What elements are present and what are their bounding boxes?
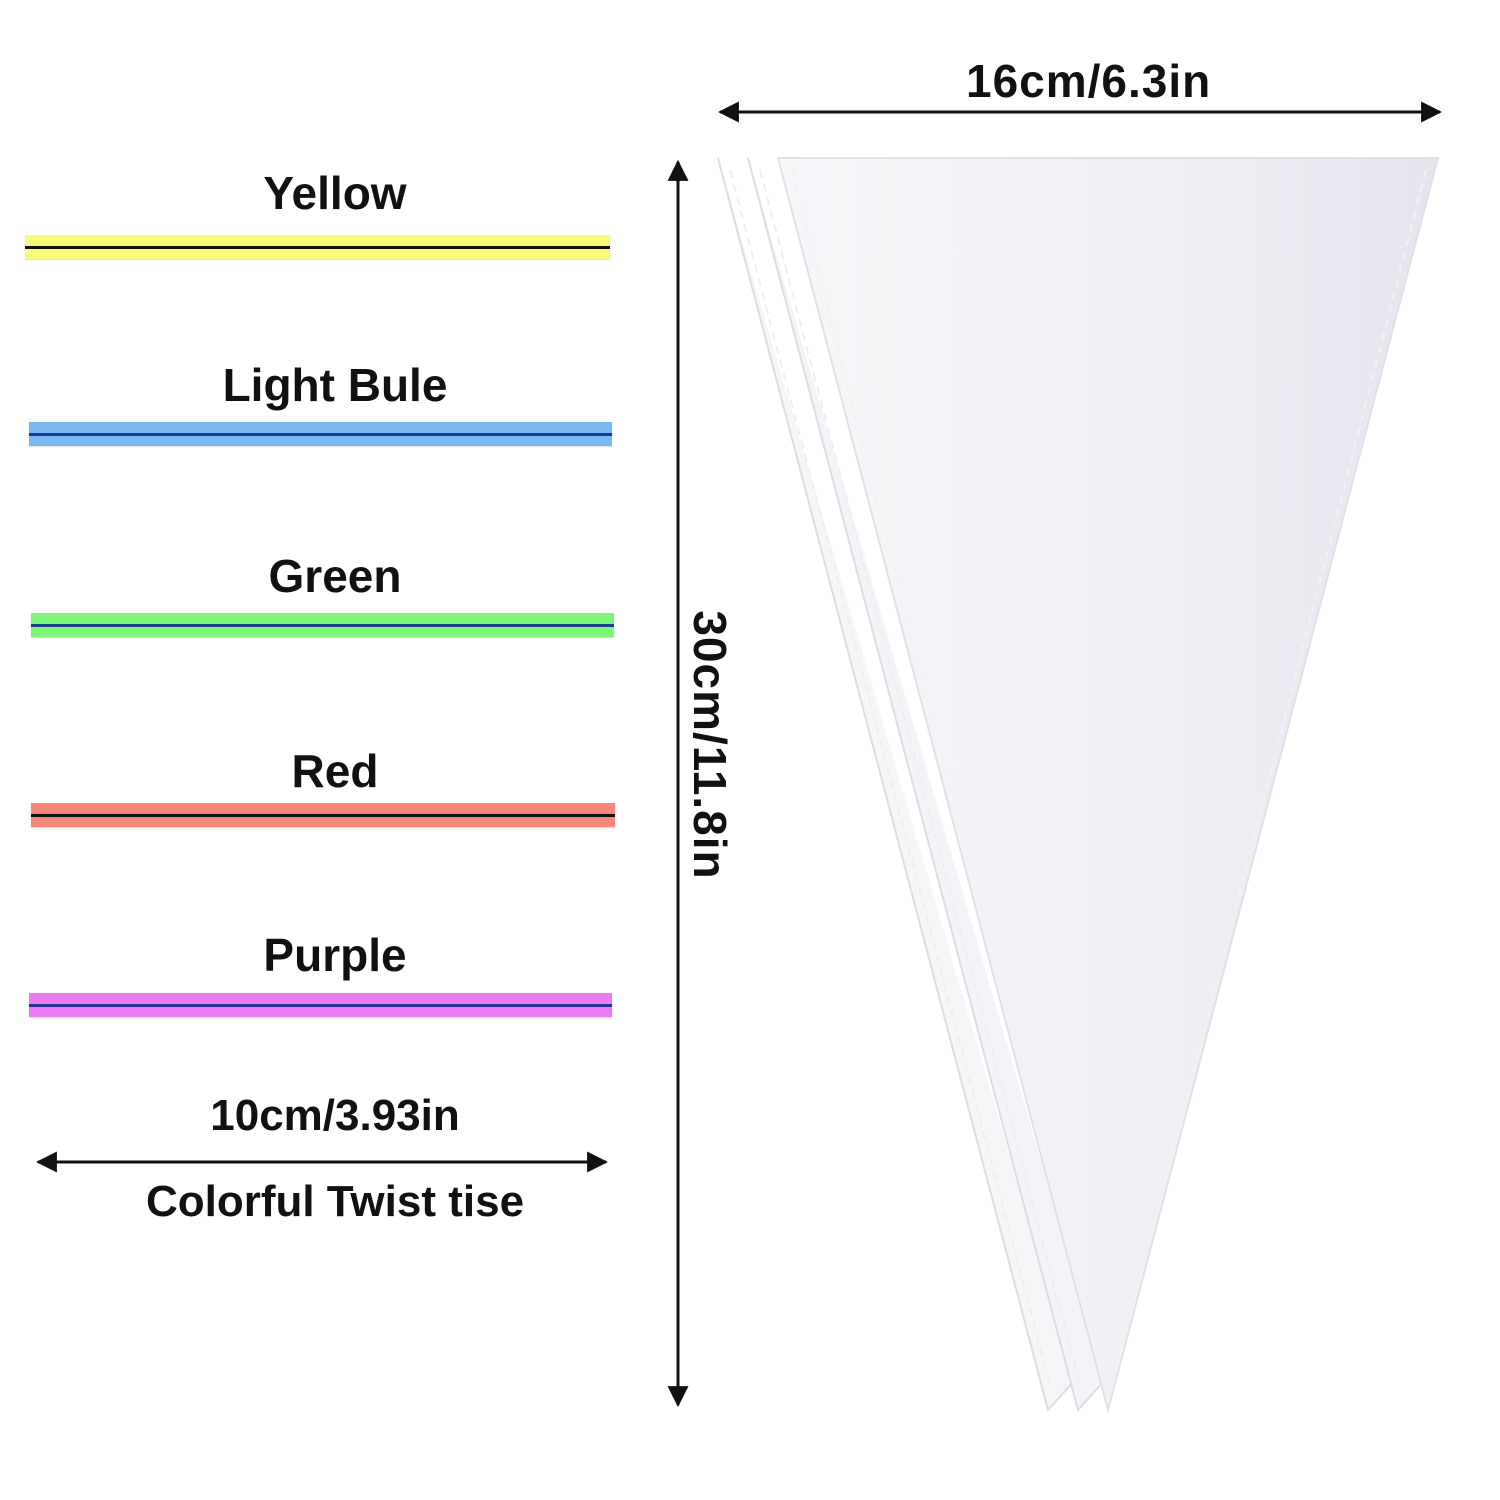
twist-tie-red [31,803,615,827]
twist-tie-green [31,613,614,637]
tie-label-red: Red [291,745,379,797]
cone-bag-back [717,157,1076,1413]
tie-label-yellow: Yellow [263,167,407,219]
twist-tie-purple [29,993,612,1017]
cone-bag-middle [747,157,1106,1413]
tie-length-label: 10cm/3.93in [210,1091,460,1140]
tie-wire [25,246,610,249]
bag-width-label: 16cm/6.3in [966,55,1212,107]
tie-wire [29,1004,612,1007]
twist-tie-yellow [25,235,610,259]
tie-label-green: Green [268,550,402,602]
tie-wire [29,433,612,436]
tie-caption: Colorful Twist tise [145,1177,525,1226]
twist-tie-light-blue [29,422,612,446]
tie-label-purple: Purple [263,929,407,981]
cone-bag-front [776,157,1440,1414]
tie-label-light-blue: Light Bule [222,359,448,411]
tie-wire [31,624,614,627]
tie-wire [31,814,615,817]
